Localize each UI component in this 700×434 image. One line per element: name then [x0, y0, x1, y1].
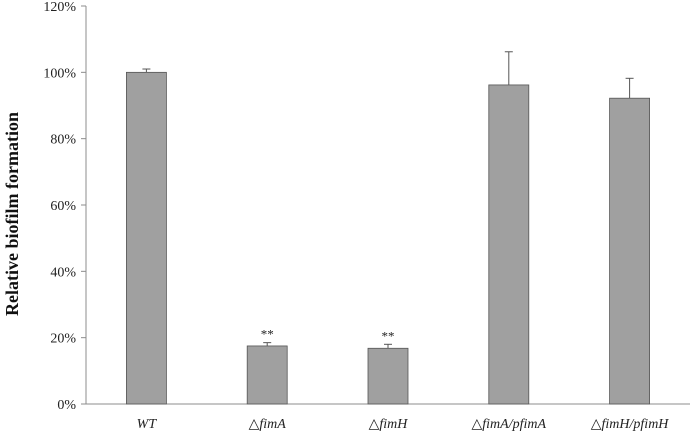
bar-1: [246, 345, 288, 405]
bar-4: [609, 97, 650, 405]
y-axis-title: Relative biofilm formation: [2, 112, 22, 316]
x-tick-label: △fimA: [249, 417, 287, 432]
y-tick-label: 0%: [57, 398, 76, 413]
significance-label: **: [382, 328, 395, 343]
x-tick-label: △fimH/pfimH: [591, 417, 670, 432]
y-tick-label: 80%: [50, 133, 76, 148]
x-tick-label: WT: [137, 417, 158, 432]
bar-0: [126, 71, 167, 405]
y-tick-label: 40%: [50, 265, 76, 280]
y-tick-label: 60%: [50, 199, 76, 214]
x-tick-label: △fimH: [369, 417, 409, 432]
y-tick-label: 120%: [43, 0, 76, 15]
y-tick-label: 100%: [43, 66, 76, 81]
y-ticks: 0% 20% 40% 60% 80% 100% 120%: [43, 0, 86, 413]
significance-label: **: [261, 327, 274, 342]
bar-3: [488, 84, 530, 405]
y-tick-label: 20%: [50, 332, 76, 347]
x-tick-label: △fimA/pfimA: [472, 417, 547, 432]
bar-2: [367, 347, 409, 405]
bars: ** **: [126, 51, 650, 405]
x-tick-labels: WT △fimA △fimH △fimA/pfimA △fimH/pfimH: [137, 417, 670, 432]
